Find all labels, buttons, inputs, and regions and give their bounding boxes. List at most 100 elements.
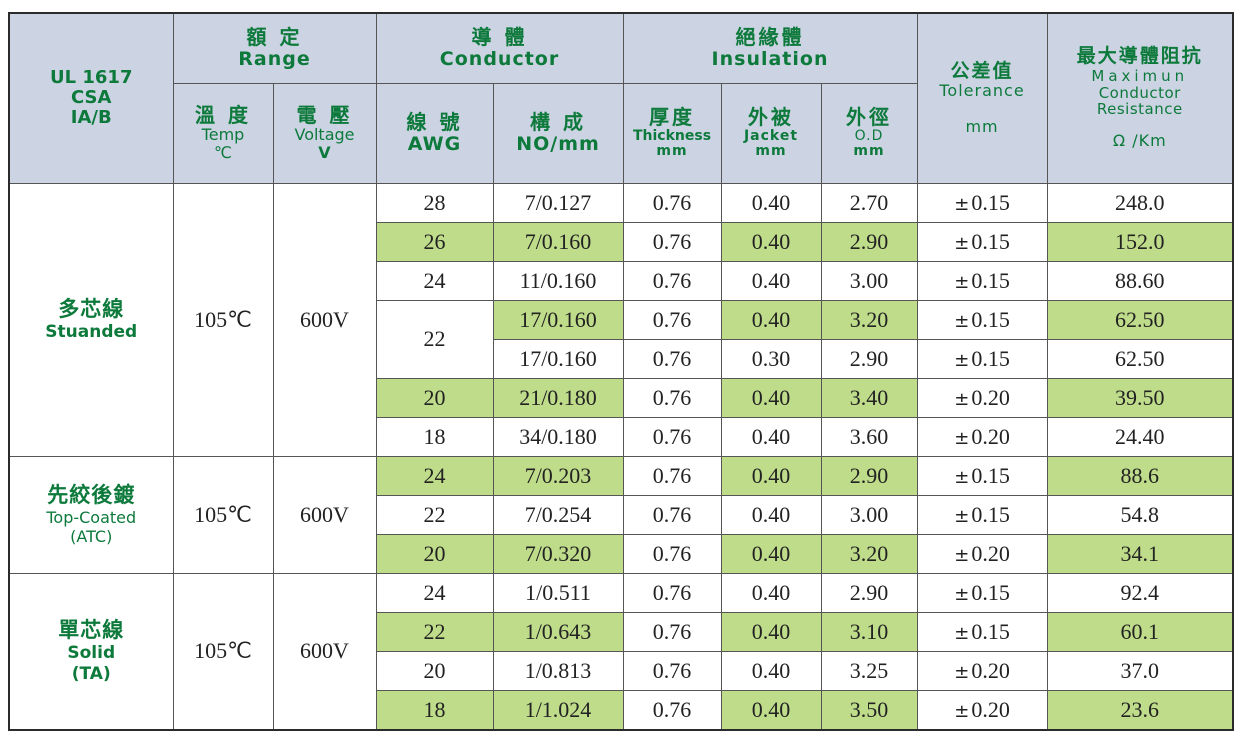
cell-jacket: 0.40	[720, 494, 822, 535]
tolerance-value: 0.15	[971, 345, 1010, 371]
cell-thick: 0.76	[622, 533, 722, 574]
cell-res: 248.0	[1046, 182, 1234, 223]
cell-no: 7/0.160	[492, 221, 624, 262]
plus-minus-sign: ±	[954, 232, 970, 254]
cell-thick: 0.76	[622, 182, 722, 223]
cell-no: 1/0.813	[492, 650, 624, 691]
cell-thick: 0.76	[622, 455, 722, 496]
cell-awg: 20	[375, 377, 494, 418]
category-cell: 先絞後鍍 Top-Coated (ATC)	[8, 455, 174, 574]
plus-minus-sign: ±	[954, 193, 970, 215]
cell-no: 34/0.180	[492, 416, 624, 457]
plus-minus-sign: ±	[954, 388, 970, 410]
cell-od: 2.90	[820, 338, 918, 379]
cell-awg: 22	[375, 611, 494, 652]
cell-res: 152.0	[1046, 221, 1234, 262]
header-construction: 構 成 NO/mm	[492, 82, 624, 184]
header-temp: 溫 度 Temp ℃	[172, 82, 274, 184]
wire-spec-table: UL 1617 CSA IA/B 額 定 Range 導 體 Conductor…	[8, 12, 1235, 731]
cell-od: 2.90	[820, 572, 918, 613]
cell-tol: ±0.20	[916, 689, 1048, 730]
plus-minus-sign: ±	[954, 622, 970, 644]
cell-tol: ±0.20	[916, 416, 1048, 457]
tolerance-value: 0.15	[971, 267, 1010, 293]
tolerance-value: 0.15	[971, 501, 1010, 527]
plus-minus-sign: ±	[954, 661, 970, 683]
cell-jacket: 0.40	[720, 455, 822, 496]
cell-awg: 24	[375, 455, 494, 496]
header-standard: UL 1617 CSA IA/B	[8, 12, 174, 184]
cell-tol: ±0.15	[916, 611, 1048, 652]
rating-temp: 105℃	[172, 182, 274, 457]
cell-od: 3.10	[820, 611, 918, 652]
cell-no: 1/0.643	[492, 611, 624, 652]
cell-awg: 18	[375, 689, 494, 730]
cell-res: 37.0	[1046, 650, 1234, 691]
cell-od: 2.70	[820, 182, 918, 223]
plus-minus-sign: ±	[954, 583, 970, 605]
table-row: 先絞後鍍 Top-Coated (ATC) 105℃ 600V 24 7/0.203 0.76…	[8, 455, 1234, 574]
rating-temp: 105℃	[172, 572, 274, 730]
cell-awg: 20	[375, 650, 494, 691]
cell-od: 2.90	[820, 455, 918, 496]
header-od: 外徑 O.D mm	[820, 82, 918, 184]
cell-awg: 24	[375, 260, 494, 301]
cell-tol: ±0.15	[916, 338, 1048, 379]
cell-tol: ±0.15	[916, 299, 1048, 340]
cell-res: 60.1	[1046, 611, 1234, 652]
cell-no: 21/0.180	[492, 377, 624, 418]
cell-tol: ±0.15	[916, 455, 1048, 496]
tolerance-value: 0.20	[971, 384, 1010, 410]
cell-jacket: 0.40	[720, 221, 822, 262]
cell-od: 3.20	[820, 533, 918, 574]
cell-awg: 18	[375, 416, 494, 457]
cell-thick: 0.76	[622, 611, 722, 652]
standard-iab: IA/B	[70, 107, 112, 129]
standard-csa: CSA	[71, 87, 112, 109]
cell-thick: 0.76	[622, 377, 722, 418]
cell-jacket: 0.40	[720, 572, 822, 613]
cell-jacket: 0.40	[720, 416, 822, 457]
cell-no: 7/0.203	[492, 455, 624, 496]
plus-minus-sign: ±	[954, 544, 970, 566]
cell-thick: 0.76	[622, 572, 722, 613]
tolerance-value: 0.15	[971, 306, 1010, 332]
cell-awg: 28	[375, 182, 494, 223]
table-row: 20 7/0.320 0.76 0.40 3.20 ±0.20 34.1	[9, 533, 1234, 574]
cell-tol: ±0.15	[916, 572, 1048, 613]
cell-jacket: 0.40	[720, 689, 822, 730]
table-row: 20 1/0.813 0.76 0.40 3.25 ±0.20 37.0	[9, 650, 1234, 691]
table-row: 22 7/0.254 0.76 0.40 3.00 ±0.15 54.8	[9, 494, 1234, 535]
category-en: Solid	[67, 643, 116, 664]
cell-thick: 0.76	[622, 221, 722, 262]
header-range: 額 定 Range	[172, 12, 377, 84]
cell-res: 88.6	[1046, 455, 1234, 496]
cell-res: 92.4	[1046, 572, 1234, 613]
header-awg: 線 號 AWG	[375, 82, 494, 184]
category-en: Stuanded	[45, 321, 138, 342]
cell-no: 17/0.160	[492, 338, 624, 379]
cell-thick: 0.76	[622, 338, 722, 379]
cell-od: 3.25	[820, 650, 918, 691]
header-insulation: 絕緣體 Insulation	[622, 12, 918, 84]
cell-tol: ±0.20	[916, 533, 1048, 574]
cell-jacket: 0.30	[720, 338, 822, 379]
table-row: 18 1/1.024 0.76 0.40 3.50 ±0.20 23.6	[9, 689, 1234, 730]
cell-thick: 0.76	[622, 260, 722, 301]
header-conductor: 導 體 Conductor	[375, 12, 624, 84]
table-row: 多芯線 Stuanded 105℃ 600V 28 7/0.127 0.76 0.40 2.70…	[8, 182, 1234, 457]
tolerance-value: 0.15	[971, 462, 1010, 488]
category-zh: 先絞後鍍	[47, 482, 136, 507]
cell-tol: ±0.15	[916, 182, 1048, 223]
cell-jacket: 0.40	[720, 182, 822, 223]
cell-no: 1/0.511	[492, 572, 624, 613]
cell-jacket: 0.40	[720, 533, 822, 574]
cell-tol: ±0.20	[916, 377, 1048, 418]
plus-minus-sign: ±	[954, 505, 970, 527]
cell-res: 24.40	[1046, 416, 1234, 457]
header-tolerance: 公差值 Tolerance mm	[916, 12, 1048, 184]
cell-thick: 0.76	[622, 416, 722, 457]
plus-minus-sign: ±	[954, 427, 970, 449]
cell-od: 3.20	[820, 299, 918, 340]
cell-no: 11/0.160	[492, 260, 624, 301]
